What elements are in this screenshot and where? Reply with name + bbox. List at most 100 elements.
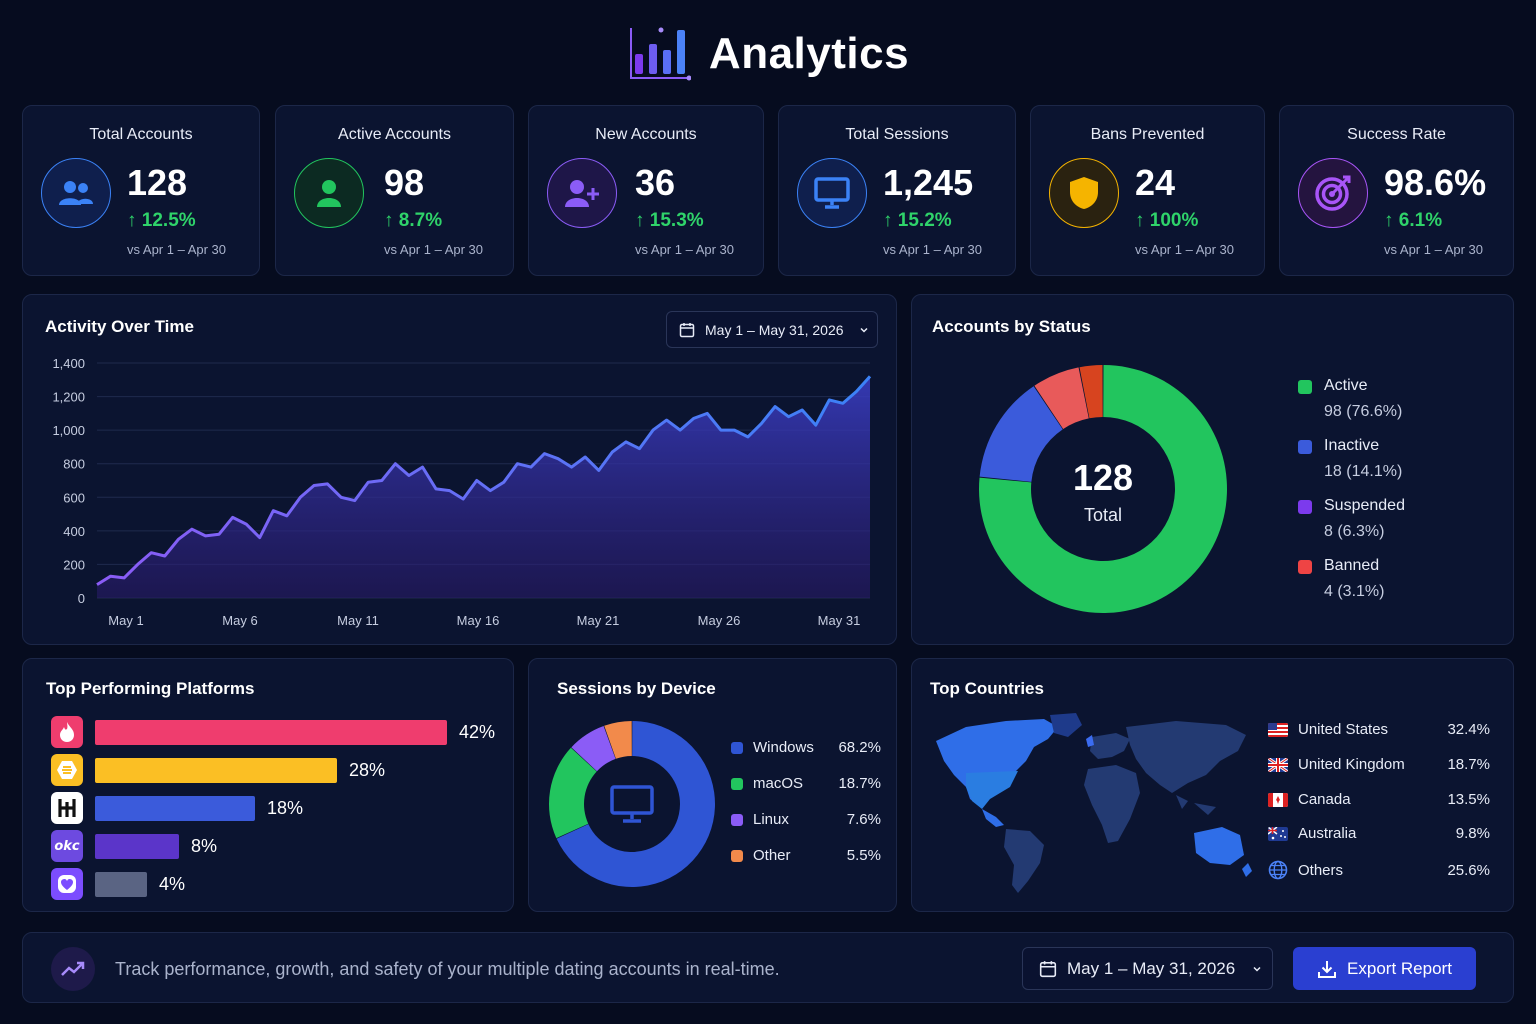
- legend-item-active: Active 98 (76.6%): [1298, 377, 1402, 421]
- y-tick-label: 1,200: [52, 390, 85, 405]
- kpi-value: 36: [635, 162, 676, 203]
- user-plus-icon: [547, 158, 617, 228]
- device-pct: 7.6%: [846, 811, 881, 828]
- heart-icon: [51, 868, 83, 900]
- platform-row: 4%: [51, 868, 185, 900]
- activity-panel: Activity Over Time May 1 – May 31, 2026 …: [22, 294, 897, 645]
- kpi-active-accounts: Active Accounts 98 ↑ 8.7% vs Apr 1 – Apr…: [275, 105, 514, 276]
- y-tick-label: 200: [63, 557, 85, 572]
- kpi-delta: ↑ 6.1%: [1384, 210, 1443, 231]
- country-name: United Kingdom: [1298, 756, 1405, 773]
- device-pct: 18.7%: [838, 775, 881, 792]
- platform-bar: [95, 795, 255, 821]
- page-header: Analytics: [0, 22, 1536, 86]
- legend-swatch: [1298, 440, 1312, 454]
- kpi-value: 1,245: [883, 162, 974, 203]
- device-pct: 5.5%: [846, 847, 881, 864]
- world-map: [936, 713, 1252, 893]
- kpi-delta-value: 100%: [1149, 210, 1199, 231]
- kpi-delta: ↑ 15.2%: [883, 210, 952, 231]
- country-pct: 25.6%: [1447, 861, 1490, 879]
- y-tick-label: 400: [63, 524, 85, 539]
- x-tick-label: May 11: [337, 613, 379, 628]
- platform-pct: 42%: [459, 721, 496, 742]
- kpi-delta-value: 8.7%: [398, 210, 443, 231]
- device-swatch: [731, 849, 743, 862]
- trend-up-icon: [51, 947, 95, 991]
- legend-name: Banned: [1324, 557, 1380, 574]
- kpi-title: Bans Prevented: [1090, 126, 1205, 143]
- kpi-total-accounts: Total Accounts 128 ↑ 12.5% vs Apr 1 – Ap…: [22, 105, 260, 276]
- shield-icon: [1049, 158, 1119, 228]
- country-pct: 18.7%: [1447, 756, 1490, 773]
- platform-row: 18%: [51, 792, 303, 824]
- status-panel: Accounts by Status 128 Total Active 98 (7…: [911, 294, 1514, 645]
- status-slice-active: [979, 365, 1227, 613]
- device-name: macOS: [753, 775, 804, 792]
- device-name: Linux: [753, 811, 789, 828]
- kpi-title: Success Rate: [1347, 126, 1446, 143]
- users-icon: [41, 158, 111, 228]
- calendar-icon: [1039, 960, 1057, 977]
- export-report-button[interactable]: Export Report: [1293, 947, 1476, 990]
- ca-flag-icon: [1268, 792, 1288, 807]
- kpi-title: Total Accounts: [89, 126, 193, 143]
- platform-pct: 28%: [349, 759, 386, 780]
- platform-row: 28%: [51, 754, 385, 786]
- kpi-compare: vs Apr 1 – Apr 30: [1135, 242, 1235, 257]
- kpi-title: Active Accounts: [338, 126, 451, 143]
- status-title: Accounts by Status: [932, 317, 1091, 336]
- kpi-delta: ↑ 8.7%: [384, 210, 443, 231]
- status-slice-banned: [1079, 365, 1103, 419]
- tinder-icon: [51, 716, 83, 748]
- footer-description: Track performance, growth, and safety of…: [115, 959, 780, 979]
- country-name: Australia: [1298, 825, 1357, 842]
- y-tick-label: 1,400: [52, 356, 85, 371]
- footer-bar: Track performance, growth, and safety of…: [22, 932, 1514, 1003]
- platform-bar: [95, 719, 447, 745]
- okcupid-icon: okc: [51, 830, 83, 862]
- kpi-success-rate: Success Rate 98.6% ↑ 6.1% vs Apr 1 – Apr…: [1279, 105, 1514, 276]
- device-pct: 68.2%: [838, 739, 881, 756]
- user-icon: [294, 158, 364, 228]
- export-label: Export Report: [1347, 958, 1452, 978]
- kpi-compare: vs Apr 1 – Apr 30: [384, 242, 484, 257]
- country-row-au: Australia 9.8%: [1268, 825, 1490, 842]
- globe-icon: [1268, 860, 1288, 880]
- kpi-delta: ↑ 15.3%: [635, 210, 704, 231]
- status-slice-suspended: [1034, 367, 1089, 430]
- x-tick-label: May 31: [818, 613, 861, 628]
- footer-date-picker[interactable]: May 1 – May 31, 2026: [1022, 947, 1273, 990]
- x-tick-label: May 21: [577, 613, 620, 628]
- kpi-delta-value: 12.5%: [141, 210, 196, 231]
- device-donut-chart: [549, 721, 715, 887]
- legend-name: Active: [1324, 377, 1368, 394]
- kpi-value: 98: [384, 162, 425, 203]
- kpi-value: 128: [127, 162, 188, 203]
- x-tick-label: May 16: [457, 613, 500, 628]
- kpi-new-accounts: New Accounts 36 ↑ 15.3% vs Apr 1 – Apr 3…: [528, 105, 764, 276]
- legend-item-banned: Banned 4 (3.1%): [1298, 557, 1384, 601]
- activity-date-picker[interactable]: May 1 – May 31, 2026: [666, 311, 878, 348]
- device-slice-linux: [571, 726, 616, 772]
- y-tick-label: 1,000: [52, 423, 85, 438]
- platform-row: 42%: [51, 716, 495, 748]
- device-row-linux: Linux 7.6%: [731, 811, 881, 828]
- calendar-icon: [679, 322, 695, 337]
- kpi-compare: vs Apr 1 – Apr 30: [127, 242, 227, 257]
- countries-panel: Top Countries United States 32.4% Unite: [911, 658, 1514, 912]
- kpi-delta-value: 15.3%: [649, 210, 704, 231]
- analytics-logo-icon: [629, 27, 691, 81]
- legend-value: 8 (6.3%): [1324, 523, 1385, 540]
- platforms-panel: Top Performing Platforms 42% 28% 18% okc…: [22, 658, 514, 912]
- country-pct: 9.8%: [1455, 825, 1490, 842]
- device-row-macos: macOS 18.7%: [731, 775, 881, 792]
- legend-value: 4 (3.1%): [1324, 583, 1385, 600]
- country-name: Canada: [1298, 791, 1351, 808]
- country-name: Others: [1298, 861, 1344, 879]
- bumble-icon: [51, 754, 83, 786]
- legend-value: 98 (76.6%): [1324, 403, 1403, 420]
- devices-panel: Sessions by Device Windows 68.2% macOS 1…: [528, 658, 897, 912]
- page-title: Analytics: [708, 29, 910, 78]
- y-tick-label: 600: [63, 490, 85, 505]
